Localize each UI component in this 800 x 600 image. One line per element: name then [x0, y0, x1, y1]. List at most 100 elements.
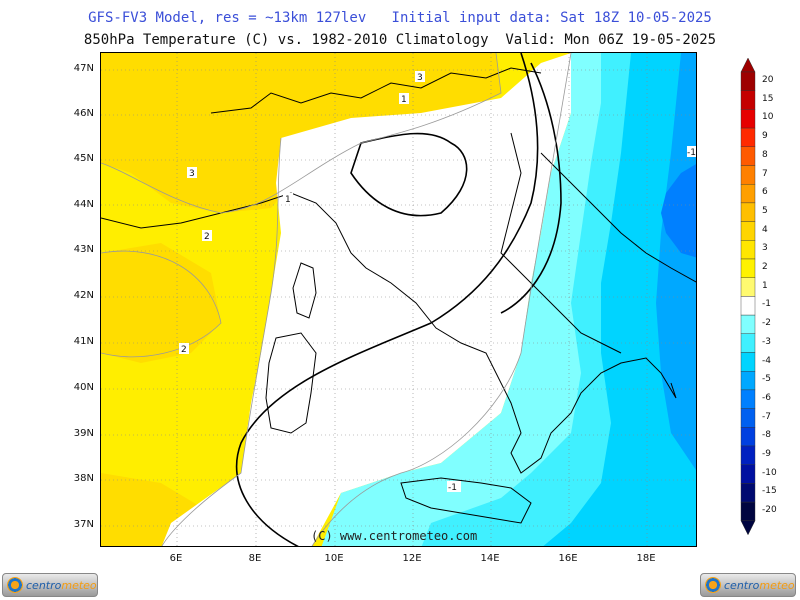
lon-label: 16E: [558, 553, 578, 564]
colorbar-label: 10: [762, 112, 774, 123]
globe-icon: [7, 577, 23, 593]
copyright-watermark: (C) www.centrometeo.com: [311, 529, 477, 543]
contour-label-text: 3: [189, 169, 195, 179]
lon-label: 10E: [324, 553, 344, 564]
contour-label: 1: [283, 193, 293, 205]
lat-label: 40N: [73, 382, 94, 393]
lat-label: 47N: [73, 63, 94, 74]
map-title-model-run: GFS-FV3 Model, res = ~13km 127lev Initia…: [88, 10, 712, 26]
cold-anomaly-core: [661, 164, 696, 258]
colorbar-cell: [740, 109, 756, 129]
neutral-anomaly-area: [161, 53, 601, 546]
colorbar: [740, 58, 756, 536]
contour-label: -1: [447, 481, 461, 493]
lon-label: 18E: [636, 553, 656, 564]
colorbar-cell: [740, 90, 756, 110]
lon-label: 14E: [480, 553, 500, 564]
colorbar-cell: [740, 352, 756, 372]
colorbar-label: 9: [762, 131, 768, 142]
colorbar-label: 5: [762, 205, 768, 216]
cold-anomaly-area-4: [656, 53, 696, 471]
colorbar-cell: [740, 127, 756, 147]
colorbar-cell: [740, 258, 756, 278]
coastlines: [101, 67, 696, 524]
colorbar-label: -2: [762, 318, 771, 329]
map-title-field-valid-time: 850hPa Temperature (C) vs. 1982-2010 Cli…: [83, 32, 717, 48]
contour-label: 2: [179, 343, 189, 355]
climatology-isotherms: [236, 53, 562, 546]
contour-label: 3: [187, 167, 197, 179]
lat-label: 45N: [73, 153, 94, 164]
colorbar-label: 7: [762, 168, 768, 179]
logo-text-a: centro: [724, 578, 760, 592]
colorbar-cell: [740, 296, 756, 316]
colorbar-cell: [740, 408, 756, 428]
contour-label-text: 2: [181, 345, 187, 355]
colorbar-cell: [740, 389, 756, 409]
globe-icon: [705, 577, 721, 593]
colorbar-label: 8: [762, 149, 768, 160]
lat-label: 38N: [73, 473, 94, 484]
contour-label-text: 2: [204, 232, 210, 242]
colorbar-label: -1: [762, 299, 771, 310]
lat-label: 41N: [73, 336, 94, 347]
lon-label: 6E: [169, 553, 183, 564]
colorbar-label: 2: [762, 262, 768, 272]
colorbar-label: -8: [762, 430, 771, 441]
colorbar-label: -20: [762, 505, 777, 516]
colorbar-cell: [740, 445, 756, 465]
colorbar-cell: [740, 240, 756, 260]
contour-label: 2: [202, 230, 212, 242]
colorbar-label: -15: [762, 486, 777, 497]
colorbar-label: -4: [762, 355, 771, 366]
contour-label-text: 1: [285, 195, 291, 205]
colorbar-label: 4: [762, 224, 768, 235]
contour-label-text: 3: [417, 73, 423, 83]
colorbar-label: -5: [762, 374, 771, 385]
colorbar-label: 15: [762, 93, 774, 104]
centrometeo-logo-right[interactable]: centrometeo: [700, 573, 796, 597]
logo-text-a: centro: [26, 578, 62, 592]
colorbar-label: 20: [762, 75, 774, 85]
lat-label: 42N: [73, 290, 94, 301]
colorbar-label: -6: [762, 392, 771, 403]
colorbar-label: -9: [762, 449, 771, 459]
colorbar-cell: [740, 371, 756, 391]
lat-label: 43N: [73, 244, 94, 255]
contour-label: 3: [415, 71, 425, 83]
lat-label: 39N: [73, 428, 94, 439]
colorbar-cell: [740, 333, 756, 353]
contour-label-text: 1: [401, 95, 407, 105]
colorbar-label: 3: [762, 243, 768, 254]
contour-label: 1: [399, 93, 409, 105]
cold-anomaly-area-3: [543, 53, 696, 546]
colorbar-cell: [740, 202, 756, 222]
colorbar-cell: [740, 483, 756, 503]
lat-label: 46N: [73, 108, 94, 119]
colorbar-arrow-bottom: [740, 520, 756, 536]
colorbar-cell: [740, 71, 756, 91]
colorbar-cell: [740, 427, 756, 447]
colorbar-cell: [740, 464, 756, 484]
lat-label: 37N: [73, 519, 94, 530]
contour-label-text: -1: [687, 148, 696, 158]
map-graticule: [101, 53, 696, 546]
colorbar-cell: [740, 165, 756, 185]
contour-label: -1: [687, 146, 696, 158]
colorbar-label: -7: [762, 411, 771, 422]
logo-text-b: meteo: [759, 578, 795, 592]
anomaly-contours: [101, 53, 572, 546]
colorbar-cell: [740, 221, 756, 241]
colorbar-cell: [740, 501, 756, 522]
lat-label: 44N: [73, 199, 94, 210]
colorbar-cell: [740, 277, 756, 297]
colorbar-cell: [740, 146, 756, 166]
logo-text-b: meteo: [61, 578, 97, 592]
colorbar-label: -10: [762, 467, 777, 478]
colorbar-arrow-top: [740, 58, 756, 73]
centrometeo-logo-left[interactable]: centrometeo: [2, 573, 98, 597]
lon-label: 8E: [248, 553, 262, 564]
contour-label-text: -1: [448, 483, 457, 493]
colorbar-cell: [740, 183, 756, 204]
colorbar-label: -3: [762, 336, 771, 347]
